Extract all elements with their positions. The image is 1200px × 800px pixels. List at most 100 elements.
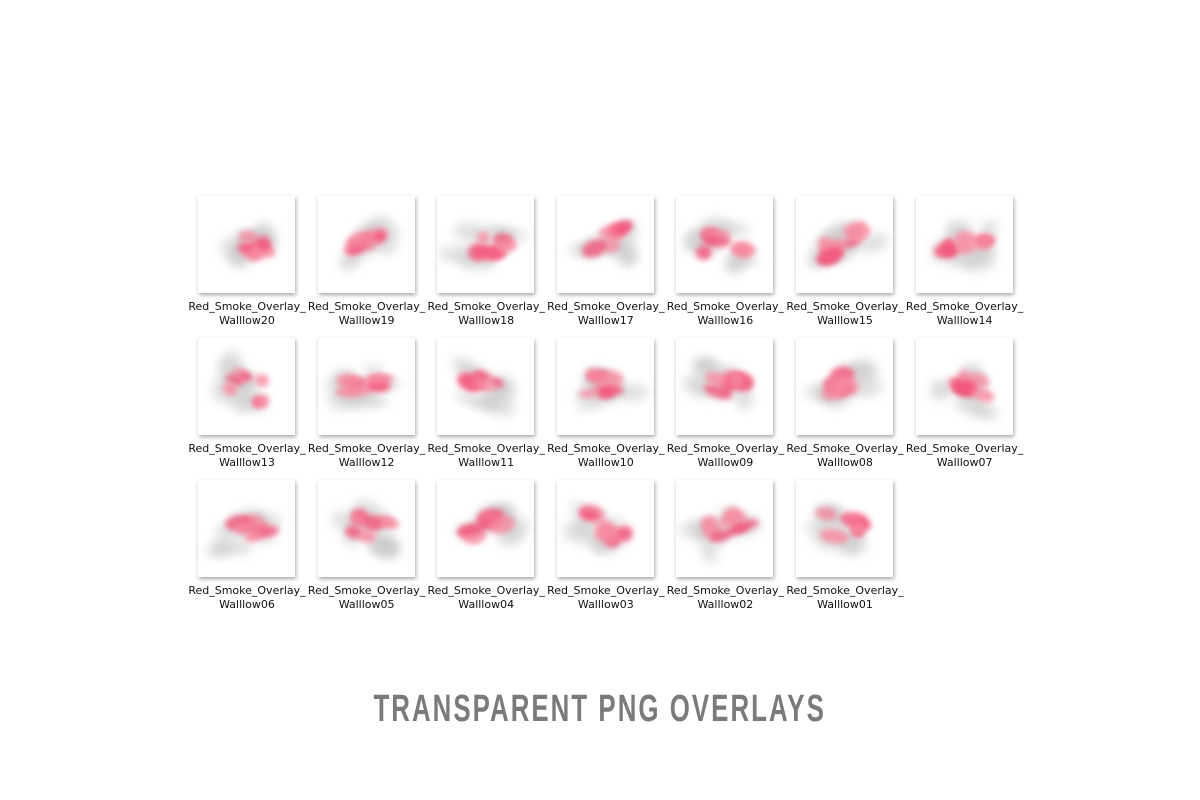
smoke-color — [729, 372, 745, 389]
smoke-color — [233, 520, 258, 535]
smoke — [454, 503, 530, 547]
file-name-line: Walllow18 — [458, 314, 515, 327]
file-name: Red_Smoke_Overlay_ Walllow16 — [664, 300, 786, 328]
smoke-image — [573, 367, 649, 411]
file-name-line: Red_Smoke_Overlay_ — [905, 442, 1024, 455]
smoke-color — [256, 394, 270, 408]
thumbnail — [437, 196, 535, 293]
file-name: Red_Smoke_Overlay_ Walllow15 — [784, 300, 906, 328]
smoke-image — [563, 502, 633, 555]
file-name-line: Red_Smoke_Overlay_ — [427, 584, 545, 597]
smoke-haze — [701, 540, 720, 563]
smoke-image — [683, 217, 760, 276]
smoke-color — [957, 369, 970, 384]
smoke-haze — [729, 257, 747, 269]
file-name: Red_Smoke_Overlay_ Walllow11 — [425, 442, 547, 470]
smoke-color — [730, 242, 744, 256]
smoke-color — [578, 389, 598, 398]
file-name: Red_Smoke_Overlay_ Walllow20 — [186, 300, 308, 328]
smoke-color — [477, 232, 491, 244]
smoke-haze — [451, 357, 477, 376]
smoke-color — [351, 514, 365, 525]
file-name-line: Walllow12 — [338, 456, 395, 469]
smoke-color — [240, 371, 253, 382]
file-name-line: Walllow19 — [338, 314, 395, 327]
smoke — [338, 216, 399, 272]
thumbnail — [556, 196, 654, 293]
smoke-haze — [980, 220, 998, 239]
file-name-line: Walllow05 — [338, 598, 395, 611]
file-name-line: Red_Smoke_Overlay_ — [666, 300, 785, 313]
smoke-color — [490, 377, 505, 389]
file-name-line: Red_Smoke_Overlay_ — [666, 442, 785, 455]
file-name-line: Red_Smoke_Overlay_ — [905, 300, 1024, 313]
smoke-color — [704, 384, 733, 400]
smoke-color — [709, 530, 732, 543]
smoke — [573, 367, 649, 411]
file-name: Red_Smoke_Overlay_ Walllow04 — [425, 584, 547, 612]
file-name-line: Red_Smoke_Overlay_ — [307, 442, 426, 455]
smoke-color — [255, 235, 271, 251]
thumbnail — [198, 196, 295, 293]
smoke-image — [338, 216, 399, 272]
smoke-color — [933, 244, 957, 259]
file-name-line: Red_Smoke_Overlay_ — [547, 442, 665, 455]
smoke-image — [220, 223, 280, 269]
file-name-line: Red_Smoke_Overlay_ — [427, 300, 545, 313]
smoke-color — [474, 245, 505, 260]
thumbnail — [437, 338, 535, 435]
smoke-image — [806, 221, 890, 268]
file-name: Red_Smoke_Overlay_ Walllow08 — [784, 442, 906, 470]
thumbnail — [915, 196, 1013, 293]
file-name-line: Walllow08 — [817, 456, 873, 469]
thumbnail — [676, 480, 774, 577]
smoke-color — [824, 376, 852, 392]
smoke-haze — [859, 233, 890, 254]
smoke — [220, 223, 280, 269]
smoke-color — [617, 525, 633, 542]
smoke-color — [596, 387, 614, 400]
file-name: Red_Smoke_Overlay_ Walllow13 — [186, 442, 308, 470]
thumbnail — [198, 480, 295, 577]
file-name-line: Red_Smoke_Overlay_ — [786, 584, 904, 597]
file-name-line: Red_Smoke_Overlay_ — [427, 442, 545, 455]
file-name-line: Walllow14 — [936, 314, 993, 327]
thumbnail — [198, 338, 295, 435]
smoke-color — [457, 522, 485, 536]
smoke-haze — [929, 379, 948, 402]
smoke-color — [472, 378, 496, 392]
smoke-haze — [577, 400, 600, 411]
smoke-color — [225, 374, 244, 386]
thumbnail — [676, 196, 774, 293]
file-name: Red_Smoke_Overlay_ Walllow02 — [664, 584, 786, 612]
smoke-haze — [369, 395, 387, 407]
file-name-line: Red_Smoke_Overlay_ — [786, 300, 904, 313]
smoke-color — [357, 529, 376, 544]
smoke-color — [579, 508, 599, 520]
file-name: Red_Smoke_Overlay_ Walllow14 — [904, 300, 1026, 328]
smoke-color — [696, 245, 713, 261]
smoke-color — [594, 526, 617, 544]
thumbnail — [317, 338, 415, 435]
file-name-line: Walllow09 — [697, 456, 754, 469]
smoke — [563, 502, 633, 555]
thumbnail — [317, 196, 415, 293]
smoke-color — [248, 246, 262, 262]
smoke-haze — [220, 350, 242, 374]
smoke-image — [568, 219, 639, 266]
file-name-line: Walllow07 — [936, 456, 993, 469]
smoke — [807, 503, 872, 555]
smoke-color — [593, 370, 624, 389]
smoke — [451, 357, 516, 417]
smoke — [211, 350, 270, 414]
smoke-haze — [841, 540, 861, 555]
smoke-image — [438, 222, 530, 270]
file-name-line: Red_Smoke_Overlay_ — [786, 442, 904, 455]
smoke-color — [244, 530, 263, 543]
file-name-line: Red_Smoke_Overlay_ — [547, 300, 665, 313]
smoke-haze — [234, 539, 252, 556]
thumbnail — [556, 338, 654, 435]
file-name-line: Walllow01 — [817, 598, 873, 611]
smoke-color — [816, 247, 844, 265]
thumbnail — [796, 196, 893, 293]
